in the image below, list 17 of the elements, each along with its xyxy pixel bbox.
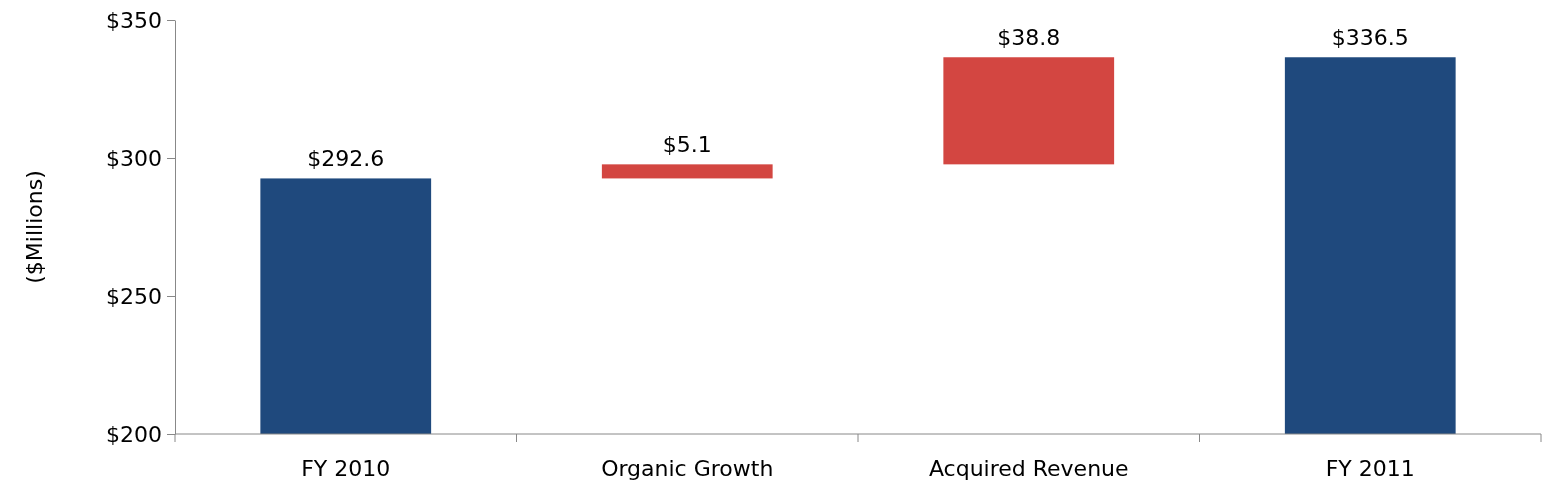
- data-label: $292.6: [307, 146, 385, 172]
- x-tick-label: Acquired Revenue: [928, 456, 1129, 481]
- x-tick-label: FY 2011: [1325, 456, 1415, 481]
- bar: [943, 57, 1115, 165]
- y-tick-label: $350: [106, 7, 162, 33]
- y-tick-label: $200: [106, 421, 162, 447]
- x-tick-label: FY 2010: [301, 456, 391, 481]
- data-label: $5.1: [662, 132, 712, 158]
- bar: [601, 164, 773, 179]
- y-tick-label: $300: [106, 145, 162, 171]
- y-axis-title: ($Millions): [22, 170, 47, 284]
- bar: [1284, 57, 1456, 434]
- data-label: $336.5: [1331, 25, 1409, 51]
- x-tick-label: Organic Growth: [601, 456, 774, 481]
- data-label: $38.8: [997, 25, 1061, 51]
- y-tick-label: $250: [106, 283, 162, 309]
- bar: [260, 178, 432, 434]
